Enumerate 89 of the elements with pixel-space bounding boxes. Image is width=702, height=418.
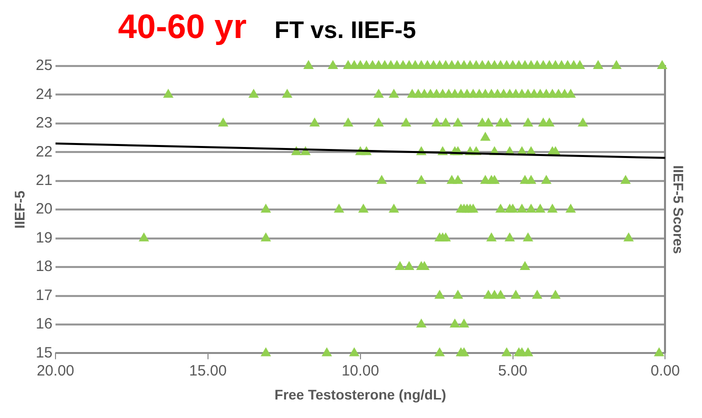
- y-tick-label: 23: [36, 114, 52, 132]
- point: [260, 347, 272, 356]
- point: [520, 261, 530, 270]
- point: [458, 347, 470, 356]
- x-axis-title: Free Testosterone (ng/dL): [274, 386, 446, 402]
- point: [522, 347, 534, 356]
- point: [535, 204, 546, 213]
- point: [434, 347, 445, 356]
- x-tick-label: 0.00: [650, 362, 680, 380]
- point: [452, 174, 464, 184]
- point: [440, 117, 451, 126]
- point: [656, 60, 668, 69]
- chart-subtitle: FT vs. IIEF-5: [274, 17, 416, 45]
- y-tick-label: 24: [36, 86, 52, 103]
- point: [611, 60, 622, 69]
- point: [373, 117, 384, 126]
- y-axis-title: IIEF-5: [11, 190, 28, 229]
- point: [218, 117, 228, 126]
- y2-axis-title: IIEF-5 Scores: [670, 165, 687, 254]
- y-tick-label: 20: [36, 200, 52, 218]
- y-tick-label: 19: [36, 229, 52, 246]
- point: [322, 347, 332, 356]
- point: [434, 290, 445, 299]
- point: [260, 232, 272, 242]
- point: [526, 174, 536, 184]
- y-tick-label: 17: [36, 286, 52, 304]
- point: [260, 204, 272, 213]
- point: [376, 174, 387, 184]
- point: [138, 232, 150, 242]
- point: [303, 60, 314, 69]
- point: [501, 347, 512, 356]
- x-tick-label: 10.00: [342, 362, 380, 380]
- point: [349, 347, 360, 356]
- point: [452, 117, 464, 126]
- x-tick-label: 5.00: [498, 362, 528, 380]
- point: [495, 204, 506, 213]
- point: [468, 204, 478, 213]
- point: [450, 318, 460, 328]
- point: [452, 290, 464, 299]
- point: [416, 318, 427, 328]
- point: [328, 60, 338, 69]
- y-tick-label: 21: [36, 172, 52, 190]
- point: [489, 174, 500, 184]
- point: [566, 204, 576, 213]
- chart-title: 40-60 yr: [118, 8, 247, 47]
- point: [373, 88, 384, 98]
- point: [522, 117, 534, 126]
- point: [541, 174, 552, 184]
- point: [309, 117, 320, 126]
- point: [388, 88, 400, 98]
- point: [508, 204, 518, 213]
- point: [282, 88, 292, 98]
- point: [516, 204, 528, 213]
- point: [486, 232, 497, 242]
- point: [510, 290, 522, 299]
- point: [654, 347, 664, 356]
- point: [566, 88, 576, 98]
- point: [404, 261, 414, 270]
- point: [547, 204, 558, 213]
- point: [400, 117, 412, 126]
- point: [504, 232, 515, 242]
- point: [578, 117, 588, 126]
- x-tick-label: 15.00: [189, 362, 227, 380]
- point: [431, 117, 442, 126]
- point: [334, 204, 344, 213]
- x-tick-label: 20.00: [36, 362, 74, 380]
- point: [480, 132, 491, 141]
- point: [623, 232, 634, 242]
- y-tick-label: 22: [36, 143, 52, 160]
- y-tick-label: 25: [36, 57, 52, 74]
- point: [342, 117, 354, 126]
- y-tick-label: 18: [36, 258, 52, 276]
- point: [458, 318, 470, 328]
- point: [440, 232, 451, 242]
- point: [495, 290, 506, 299]
- point: [532, 290, 542, 299]
- point: [550, 290, 561, 299]
- point: [394, 261, 406, 270]
- point: [163, 88, 174, 98]
- point: [592, 60, 604, 69]
- point: [358, 204, 369, 213]
- point: [522, 232, 534, 242]
- point: [388, 204, 400, 213]
- point: [620, 174, 631, 184]
- point: [248, 88, 259, 98]
- point: [526, 204, 536, 213]
- y-tick-label: 16: [36, 316, 52, 333]
- y-tick-label: 15: [36, 344, 52, 362]
- point: [416, 174, 427, 184]
